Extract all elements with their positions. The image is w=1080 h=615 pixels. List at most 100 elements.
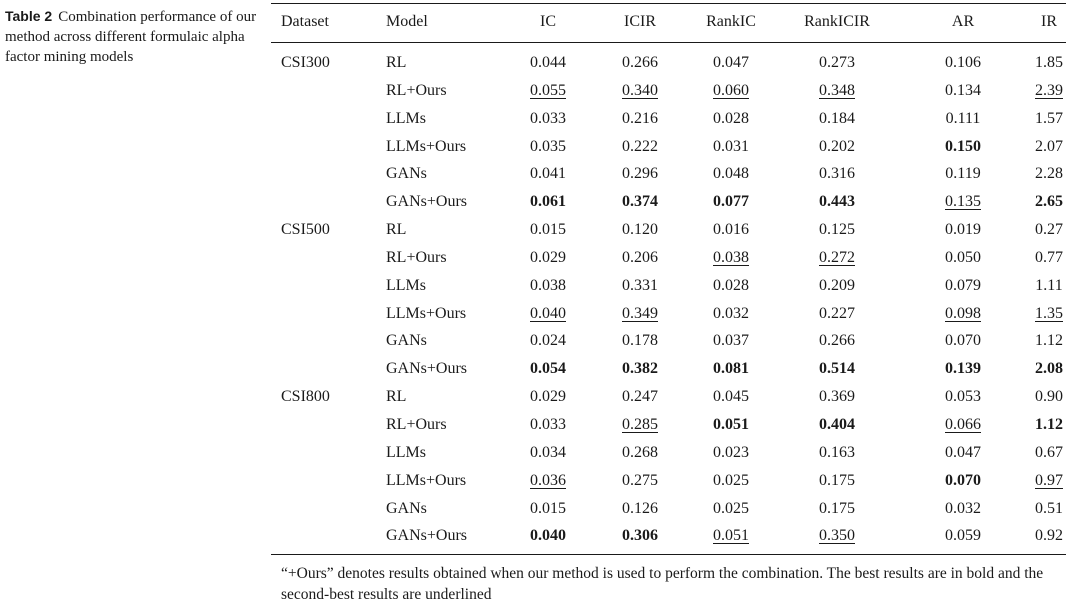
cell-rankic: 0.051	[713, 415, 749, 433]
cell-ic: 0.024	[530, 332, 566, 350]
cell-ir: 0.92	[1035, 527, 1063, 545]
cell-ar: 0.053	[945, 388, 981, 406]
cell-model: GANs	[386, 165, 427, 183]
table-row: GANs+Ours 0.040 0.306 0.051 0.350 0.059 0.92	[271, 523, 1066, 551]
cell-dataset: CSI500	[281, 221, 330, 239]
table-body: CSI300 RL 0.044 0.266 0.047 0.273 0.106 1.85 RL+…	[271, 50, 1066, 551]
cell-ic: 0.040	[530, 304, 566, 322]
table-label: Table 2	[5, 8, 53, 24]
cell-ic: 0.015	[530, 499, 566, 517]
cell-ir: 2.07	[1035, 137, 1063, 155]
table-footnote: “+Ours” denotes results obtained when ou…	[281, 565, 1044, 603]
cell-ar: 0.134	[945, 81, 981, 99]
cell-rankic: 0.032	[713, 304, 749, 322]
cell-rankicir: 0.316	[819, 165, 855, 183]
cell-rankicir: 0.273	[819, 54, 855, 71]
cell-icir: 0.266	[622, 54, 658, 71]
table-row: LLMs+Ours 0.040 0.349 0.032 0.227 0.098 1.35	[271, 301, 1066, 329]
cell-ar: 0.019	[945, 221, 981, 239]
table-row: RL+Ours 0.033 0.285 0.051 0.404 0.066 1.12	[271, 412, 1066, 440]
cell-ir: 0.97	[1035, 471, 1063, 489]
cell-rankicir: 0.266	[819, 332, 855, 350]
cell-ar: 0.150	[945, 137, 981, 155]
cell-model: RL	[386, 221, 407, 239]
cell-rankicir: 0.272	[819, 248, 855, 266]
cell-ic: 0.044	[530, 54, 566, 71]
cell-model: LLMs	[386, 109, 426, 127]
cell-rankicir: 0.350	[819, 527, 855, 545]
cell-ir: 2.28	[1035, 165, 1063, 183]
cell-rankic: 0.037	[713, 332, 749, 350]
cell-model: RL	[386, 388, 407, 406]
cell-rankicir: 0.125	[819, 221, 855, 239]
cell-ar: 0.059	[945, 527, 981, 545]
table-header-rule	[271, 42, 1066, 43]
cell-ic: 0.033	[530, 109, 566, 127]
cell-ir: 2.39	[1035, 81, 1063, 99]
cell-ic: 0.036	[530, 471, 566, 489]
table-row: GANs+Ours 0.054 0.382 0.081 0.514 0.139 2.08	[271, 356, 1066, 384]
cell-ar: 0.119	[945, 165, 981, 183]
cell-rankicir: 0.227	[819, 304, 855, 322]
table-row: LLMs+Ours 0.035 0.222 0.031 0.202 0.150 2.07	[271, 134, 1066, 162]
cell-rankic: 0.077	[713, 193, 749, 211]
table-bottom-rule	[271, 554, 1066, 555]
cell-ir: 0.67	[1035, 443, 1063, 461]
cell-ic: 0.015	[530, 221, 566, 239]
cell-rankicir: 0.184	[819, 109, 855, 127]
cell-ar: 0.079	[945, 276, 981, 294]
cell-ic: 0.055	[530, 81, 566, 99]
cell-icir: 0.216	[622, 109, 658, 127]
cell-ar: 0.070	[945, 471, 981, 489]
cell-icir: 0.206	[622, 248, 658, 266]
cell-rankic: 0.047	[713, 54, 749, 71]
table-row: GANs 0.015 0.126 0.025 0.175 0.032 0.51	[271, 496, 1066, 524]
cell-rankicir: 0.404	[819, 415, 855, 433]
table-row: GANs 0.024 0.178 0.037 0.266 0.070 1.12	[271, 328, 1066, 356]
cell-ic: 0.054	[530, 360, 566, 378]
table-row: RL+Ours 0.055 0.340 0.060 0.348 0.134 2.39	[271, 78, 1066, 106]
cell-ir: 0.90	[1035, 388, 1063, 406]
cell-icir: 0.120	[622, 221, 658, 239]
table-row: LLMs 0.038 0.331 0.028 0.209 0.079 1.11	[271, 273, 1066, 301]
cell-model: GANs	[386, 499, 427, 517]
cell-icir: 0.126	[622, 499, 658, 517]
cell-icir: 0.275	[622, 471, 658, 489]
cell-model: GANs	[386, 332, 427, 350]
cell-model: RL+Ours	[386, 81, 447, 99]
cell-rankic: 0.025	[713, 471, 749, 489]
cell-ar: 0.135	[945, 193, 981, 211]
cell-rankic: 0.045	[713, 388, 749, 406]
cell-ir: 0.51	[1035, 499, 1063, 517]
cell-ar: 0.047	[945, 443, 981, 461]
cell-icir: 0.306	[622, 527, 658, 545]
cell-ar: 0.050	[945, 248, 981, 266]
cell-ir: 2.65	[1035, 193, 1063, 211]
cell-icir: 0.340	[622, 81, 658, 99]
cell-ic: 0.041	[530, 165, 566, 183]
cell-model: LLMs	[386, 443, 426, 461]
cell-dataset: CSI300	[281, 54, 330, 71]
header-dataset: Dataset	[281, 13, 329, 30]
header-rankicir: RankICIR	[804, 13, 870, 30]
cell-icir: 0.382	[622, 360, 658, 378]
caption-text: Combination performance of our method ac…	[5, 9, 257, 65]
header-rankic: RankIC	[706, 13, 756, 30]
cell-model: LLMs	[386, 276, 426, 294]
cell-ir: 1.35	[1035, 304, 1063, 322]
cell-model: LLMs+Ours	[386, 471, 467, 489]
cell-icir: 0.331	[622, 276, 658, 294]
cell-ar: 0.032	[945, 499, 981, 517]
cell-rankicir: 0.369	[819, 388, 855, 406]
cell-icir: 0.268	[622, 443, 658, 461]
cell-model: LLMs+Ours	[386, 304, 467, 322]
cell-rankicir: 0.175	[819, 471, 855, 489]
table-caption: Table 2 Combination performance of our me…	[5, 6, 260, 67]
table-row: LLMs 0.033 0.216 0.028 0.184 0.111 1.57	[271, 106, 1066, 134]
cell-icir: 0.247	[622, 388, 658, 406]
cell-icir: 0.285	[622, 415, 658, 433]
header-ir: IR	[1041, 13, 1057, 30]
table-row: CSI500 RL 0.015 0.120 0.016 0.125 0.019 0.27	[271, 217, 1066, 245]
cell-ir: 0.77	[1035, 248, 1063, 266]
cell-rankic: 0.028	[713, 109, 749, 127]
